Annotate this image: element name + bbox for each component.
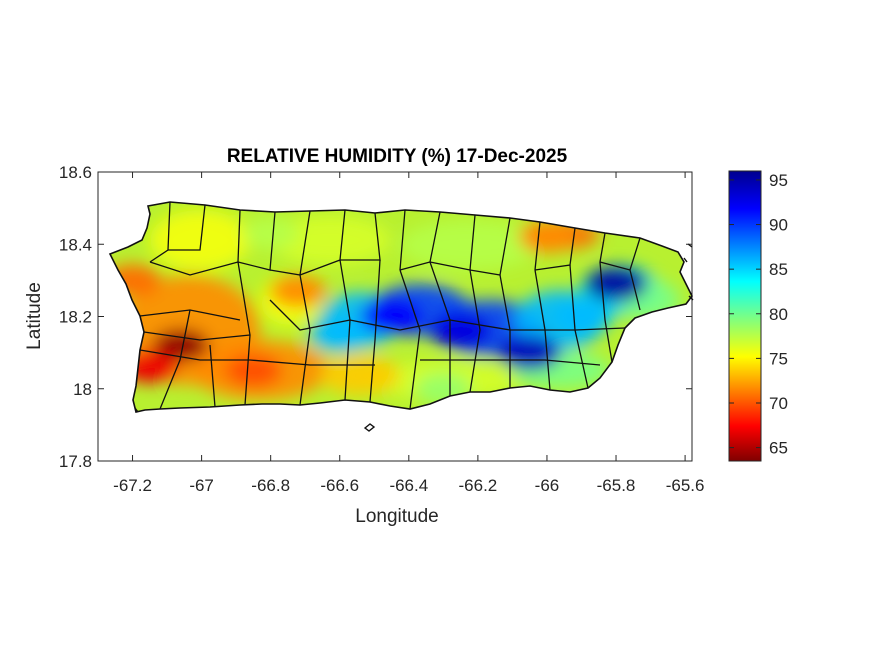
municipality-boundary bbox=[420, 359, 601, 366]
x-axis-label: Longitude bbox=[355, 506, 438, 527]
colorbar-tick-label: 70 bbox=[769, 394, 788, 413]
hotspot bbox=[550, 298, 613, 335]
field-blob bbox=[150, 210, 250, 270]
y-axis: 17.8 18 18.2 18.4 18.6 bbox=[59, 163, 692, 471]
x-tick-label: -67.2 bbox=[113, 476, 152, 495]
colorbar-tick-label: 95 bbox=[769, 171, 788, 190]
x-tick-label: -67 bbox=[189, 476, 214, 495]
municipality-boundary bbox=[599, 261, 613, 363]
colorbar-tick-label: 75 bbox=[769, 349, 788, 368]
coastline bbox=[108, 201, 693, 413]
humidity-field bbox=[110, 202, 692, 412]
municipality-boundary bbox=[629, 269, 641, 311]
municipality-boundary bbox=[299, 274, 311, 406]
municipality-boundary bbox=[534, 221, 541, 271]
colorbar-tick-label: 85 bbox=[769, 260, 788, 279]
municipality-boundaries bbox=[139, 201, 641, 410]
municipality-boundary bbox=[369, 259, 381, 403]
field-blob bbox=[270, 215, 390, 265]
municipality-boundary bbox=[599, 232, 606, 263]
municipality-boundary bbox=[149, 261, 239, 276]
hotspot bbox=[585, 266, 647, 302]
hotspot bbox=[429, 313, 492, 349]
colorbar-tick-label: 80 bbox=[769, 305, 788, 324]
hotspot bbox=[242, 217, 299, 250]
municipality-boundary bbox=[399, 209, 406, 271]
hotspot bbox=[270, 275, 327, 308]
y-tick-label: 18 bbox=[73, 380, 92, 399]
y-tick-label: 18.4 bbox=[59, 235, 92, 254]
colorbar-ticks: 65 70 75 80 85 90 95 bbox=[729, 171, 788, 458]
x-tick-label: -65.8 bbox=[597, 476, 636, 495]
hotspot bbox=[498, 335, 561, 371]
colorbar bbox=[728, 170, 762, 462]
municipality-boundary bbox=[237, 209, 241, 263]
y-axis-label: Latitude bbox=[24, 282, 45, 350]
chart-title: RELATIVE HUMIDITY (%) 17-Dec-2025 bbox=[227, 146, 568, 167]
municipality-boundary bbox=[209, 344, 216, 408]
y-tick-label: 18.2 bbox=[59, 308, 92, 327]
y-tick-label: 17.8 bbox=[59, 452, 92, 471]
hotspot bbox=[518, 221, 575, 254]
field-blob bbox=[400, 220, 540, 270]
municipality-boundary bbox=[469, 269, 481, 393]
hotspot bbox=[152, 329, 209, 362]
municipality-boundary bbox=[159, 309, 191, 410]
x-tick-label: -65.6 bbox=[666, 476, 705, 495]
municipality-boundary bbox=[143, 331, 251, 341]
x-axis: -67.2 -67 -66.8 -66.6 -66.4 -66.2 -66 -65.8 -65.… bbox=[113, 172, 704, 495]
y-tick-label: 18.6 bbox=[59, 163, 92, 182]
municipality-boundary bbox=[168, 204, 206, 251]
colorbar-tick-label: 90 bbox=[769, 216, 788, 235]
x-tick-label: -66.6 bbox=[320, 476, 359, 495]
x-tick-label: -66.2 bbox=[459, 476, 498, 495]
x-tick-label: -66 bbox=[535, 476, 560, 495]
x-tick-label: -66.8 bbox=[251, 476, 290, 495]
municipality-boundary bbox=[139, 349, 375, 366]
municipality-boundary bbox=[237, 261, 251, 406]
x-tick-label: -66.4 bbox=[389, 476, 428, 495]
municipality-boundary bbox=[269, 299, 626, 331]
municipality-boundary bbox=[399, 269, 421, 410]
field-blob bbox=[320, 355, 400, 395]
hotspot bbox=[225, 354, 282, 387]
colorbar-tick-label: 65 bbox=[769, 439, 788, 458]
